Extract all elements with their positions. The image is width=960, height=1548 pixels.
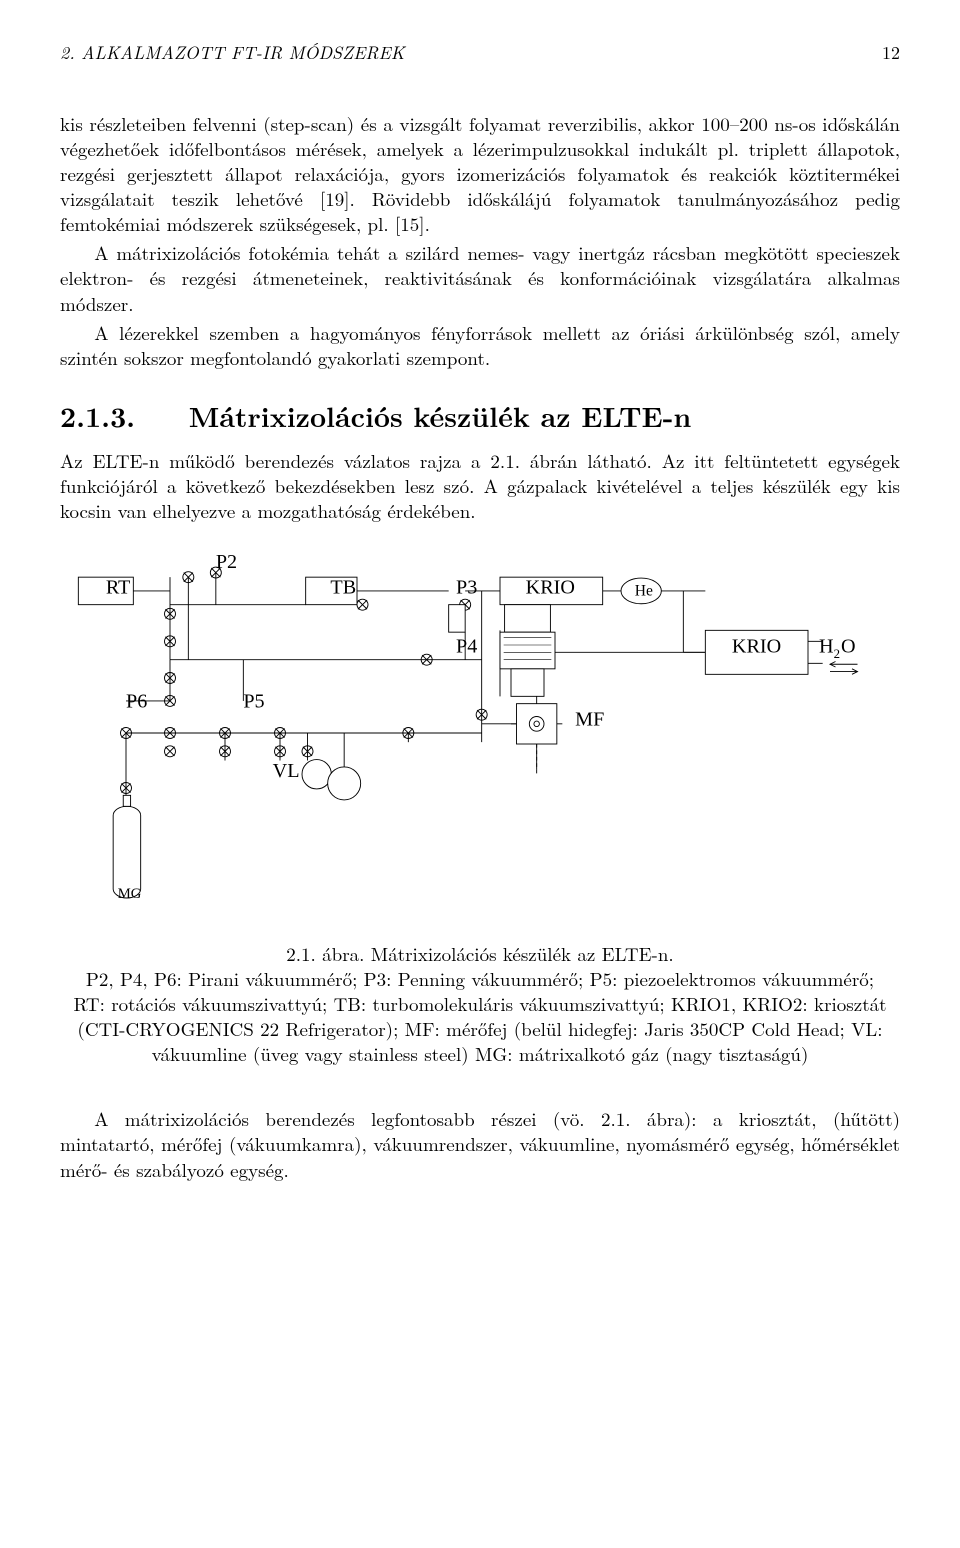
figure-label: 2.1. ábra. [286,940,364,967]
svg-text:P6: P6 [126,690,147,712]
svg-text:RT: RT [106,577,131,599]
figure-caption-body: P2, P4, P6: Pirani vákuummérő; P3: Penni… [73,965,886,1067]
paragraph-4: A mátrixizolációs berendezés legfontosab… [60,1106,900,1181]
svg-text:TB: TB [330,577,356,599]
section-title: Mátrixizolációs készülék az ELTE-n [189,396,692,436]
section-intro: Az ELTE-n működő berendezés vázlatos raj… [60,448,900,523]
figure-svg: RT P2 TB P3 KRIO He P4 KRIO H2O P6 P5 VL MF MG [60,533,940,933]
paragraph-3: A lézerekkel szemben a hagyományos fényf… [60,320,900,370]
svg-text:2: 2 [834,647,840,661]
svg-text:VL: VL [273,760,300,782]
svg-text:P4: P4 [456,635,477,657]
svg-text:KRIO: KRIO [732,635,781,657]
section-heading: 2.1.3. Mátrixizolációs készülék az ELTE-… [60,396,900,436]
svg-text:H: H [819,635,834,657]
svg-text:He: He [635,583,653,600]
figure-caption: 2.1. ábra. Mátrixizolációs készülék az E… [60,941,900,1066]
section-number: 2.1.3. [60,396,135,436]
svg-text:MG: MG [118,886,142,902]
svg-text:P3: P3 [456,577,477,599]
figure-title: Mátrixizolációs készülék az ELTE-n. [371,940,674,967]
svg-text:P5: P5 [243,690,264,712]
paragraph-1: kis részleteiben felvenni (step-scan) és… [60,111,900,236]
page: 2. ALKALMAZOTT FT-IR MÓDSZEREK 12 kis ré… [0,0,960,1246]
svg-text:O: O [841,635,856,657]
running-title: 2. ALKALMAZOTT FT-IR MÓDSZEREK [60,40,405,65]
paragraph-2: A mátrixizolációs fotokémia tehát a szil… [60,240,900,315]
page-number: 12 [882,40,900,65]
figure-2-1: RT P2 TB P3 KRIO He P4 KRIO H2O P6 P5 VL MF MG [60,533,900,933]
svg-text:P2: P2 [216,551,237,573]
running-header: 2. ALKALMAZOTT FT-IR MÓDSZEREK 12 [60,40,900,65]
svg-text:MF: MF [575,709,604,731]
svg-text:KRIO: KRIO [526,577,575,599]
